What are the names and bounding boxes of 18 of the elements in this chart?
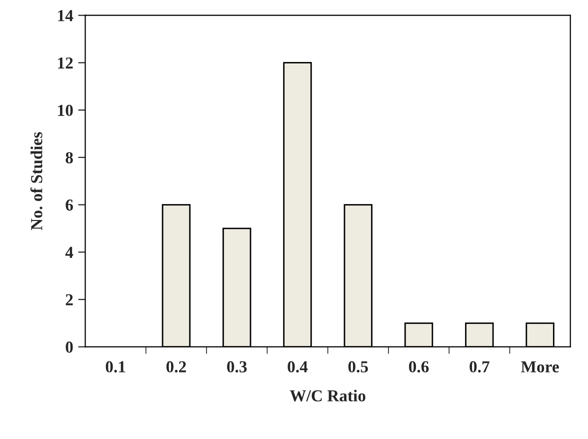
x-axis-title: W/C Ratio (290, 390, 366, 402)
x-tick-label: 0.7 (470, 361, 490, 372)
y-tick-label: 6 (66, 200, 73, 211)
x-tick-label: More (521, 361, 559, 372)
x-tick-label: 0.3 (227, 361, 247, 372)
y-tick-label: 4 (65, 246, 74, 258)
x-tick-label: 0.5 (348, 361, 368, 372)
y-tick-label: 8 (66, 152, 73, 164)
y-tick-label: 2 (66, 294, 73, 306)
x-tick-label: 0.6 (408, 361, 429, 372)
y-tick-label: 0 (66, 342, 73, 353)
x-tick-label: 0.4 (288, 361, 308, 372)
y-axis-title: No. of Studies (30, 132, 42, 230)
x-tick-label: 0.1 (106, 361, 126, 372)
x-tick-label: 0.2 (166, 361, 186, 372)
y-tick-label: 14 (58, 10, 74, 22)
y-tick-label: 10 (58, 104, 73, 116)
y-tick-label: 12 (58, 57, 73, 68)
